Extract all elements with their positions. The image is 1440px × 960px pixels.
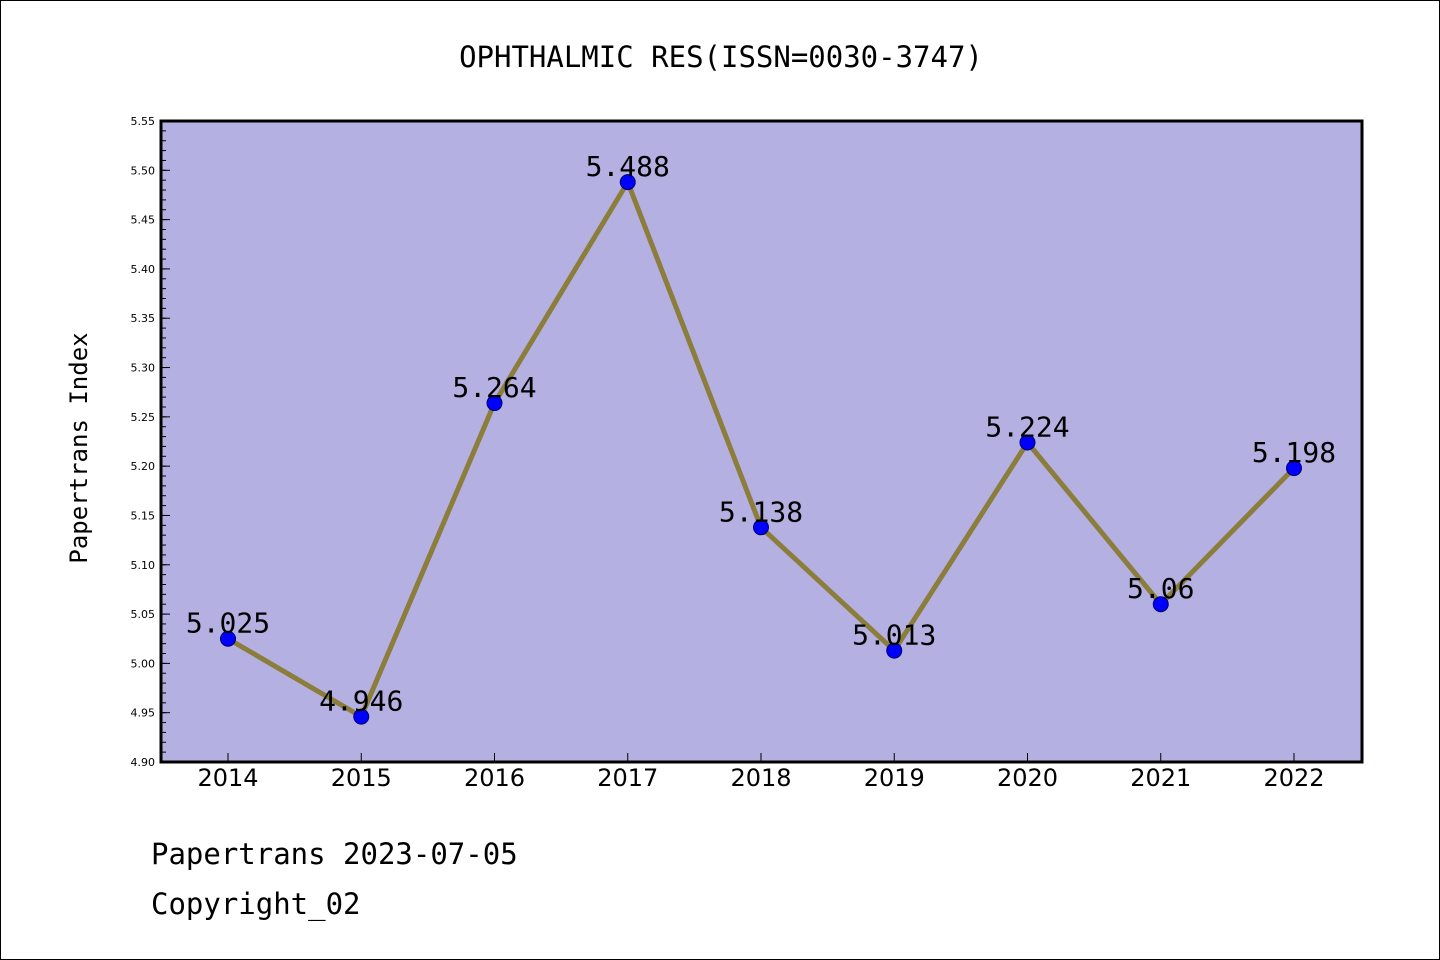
y-tick-label: 5.40 [131,263,156,276]
data-label: 5.198 [1252,436,1336,469]
data-label: 5.264 [452,371,536,404]
x-tick-label: 2019 [864,764,925,792]
y-tick-label: 5.10 [131,559,156,572]
plot-area [159,119,1364,764]
y-axis-label: Papertrans Index [65,332,93,563]
data-point [1286,460,1302,477]
y-tick-label: 5.20 [131,460,156,473]
x-tick-label: 2022 [1263,764,1324,792]
y-tick-label: 5.45 [131,214,156,227]
footer-copyright: Copyright_02 [151,887,361,921]
y-tick-label: 5.05 [131,608,156,621]
x-tick-label: 2015 [331,764,392,792]
x-tick-label: 2020 [997,764,1058,792]
series-layer [220,174,1302,725]
data-label: 5.06 [1127,572,1194,605]
data-label: 4.946 [319,685,403,718]
y-tick-label: 5.35 [131,312,156,325]
data-point [1019,434,1036,451]
data-label: 5.025 [186,607,270,640]
data-point [1152,596,1169,613]
y-tick-label: 5.30 [131,362,156,375]
x-tick-label: 2016 [464,764,525,792]
chart-title: OPHTHALMIC RES(ISSN=0030-3747) [459,40,983,74]
data-label: 5.138 [719,495,803,528]
y-tick-label: 5.25 [131,411,156,424]
x-tick-label: 2021 [1130,764,1191,792]
data-point [619,174,636,191]
y-tick-label: 5.15 [131,509,156,522]
footer-date: Papertrans 2023-07-05 [151,837,518,871]
data-point [753,519,769,536]
x-tick-label: 2017 [597,764,658,792]
y-tick-label: 4.95 [131,707,156,720]
y-tick-label: 5.00 [131,657,156,670]
data-point [486,395,503,412]
data-label: 5.224 [985,410,1069,443]
data-label: 5.488 [586,150,670,183]
data-point [886,642,903,659]
y-tick-label: 5.50 [131,164,156,177]
x-tick-label: 2018 [730,764,791,792]
data-labels: 5.025 4.946 5.264 5.488 5.138 5.013 5.224 5.06 5… [186,150,1336,717]
y-tick-label: 4.90 [131,756,156,769]
x-axis: 2014 2015 2016 2017 2018 2019 2020 2021 2022 [197,753,1325,792]
data-point [353,708,370,725]
y-tick-label: 5.55 [131,115,156,128]
x-tick-label: 2014 [197,764,258,792]
data-label: 5.013 [852,619,936,652]
y-axis: 4.90 4.95 5.00 5.05 5.10 5.15 5.20 5.25 5.30 5.35… [131,115,170,769]
data-point [220,630,236,647]
